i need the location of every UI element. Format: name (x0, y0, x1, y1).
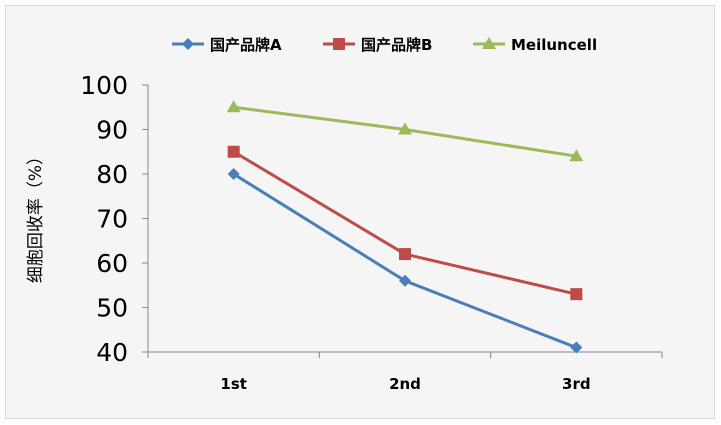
y-tick-label: 90 (96, 116, 128, 145)
data-point (570, 341, 583, 354)
series-line (232, 150, 577, 296)
legend-item: 国产品牌A (172, 36, 282, 54)
series-1 (227, 168, 583, 354)
series-3 (226, 100, 584, 162)
legend-label: 国产品牌A (210, 36, 282, 54)
legend-label: 国产品牌B (361, 36, 432, 54)
legend: 国产品牌A 国产品牌B Meiluncell (172, 36, 597, 54)
legend-marker (482, 37, 496, 49)
y-tick-label: 60 (96, 249, 128, 278)
data-point (569, 149, 584, 162)
data-point (226, 100, 241, 113)
y-tick-label: 100 (80, 71, 128, 100)
y-axis-label: 细胞回收率（%） (26, 148, 46, 283)
data-point (570, 288, 583, 301)
legend-label: Meiluncell (511, 36, 597, 54)
legend-item: 国产品牌B (323, 36, 432, 54)
y-tick-label: 70 (96, 205, 128, 234)
legend-marker (333, 38, 345, 50)
series-line (232, 172, 577, 349)
x-tick-label: 1st (220, 375, 247, 393)
series-2 (227, 145, 583, 301)
data-point (399, 274, 411, 287)
y-tick-label: 50 (96, 294, 128, 323)
y-tick-label: 40 (96, 338, 128, 367)
data-point (227, 145, 240, 158)
legend-marker (182, 38, 194, 50)
data-point (399, 248, 411, 261)
chart-frame (5, 5, 715, 419)
data-point (227, 168, 240, 180)
series-layer (226, 100, 584, 354)
x-tick-label: 2nd (389, 375, 421, 393)
x-tick-label: 3rd (562, 375, 591, 393)
y-tick-label: 80 (96, 160, 128, 189)
data-point (398, 122, 412, 135)
legend-item: Meiluncell (473, 36, 597, 54)
